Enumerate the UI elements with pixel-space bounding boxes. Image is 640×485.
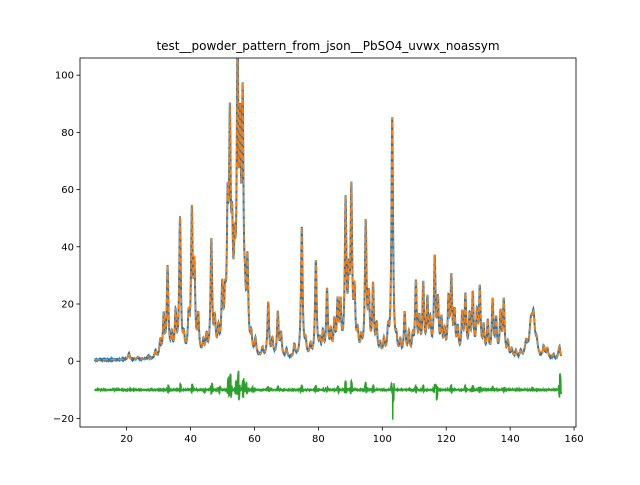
x-tick-label: 140 (501, 434, 520, 445)
y-tick-label: 0 (68, 357, 74, 368)
y-tick-label: 20 (61, 300, 74, 311)
x-tick-label: 120 (437, 434, 456, 445)
x-tick-label: 80 (312, 434, 325, 445)
x-tick-label: 60 (248, 434, 261, 445)
chart-title: test__powder_pattern_from_json__PbSO4_uv… (156, 39, 499, 53)
y-tick-label: 40 (61, 242, 74, 253)
y-tick-label: 60 (61, 185, 74, 196)
y-tick-label: −20 (53, 414, 74, 425)
series-calculated-line (94, 58, 563, 361)
x-tick-label: 20 (120, 434, 133, 445)
y-tick-label: 100 (55, 71, 74, 82)
x-tick-label: 160 (565, 434, 584, 445)
plot-frame (79, 57, 577, 428)
series-difference-line (94, 370, 563, 420)
series-layer (93, 58, 563, 420)
x-tick-label: 100 (373, 434, 392, 445)
y-tick-label: 80 (61, 128, 74, 139)
axes-layer: 20 40 60 80 100 120 140 160 −20 0 20 40 60 80 100 (53, 57, 584, 445)
x-tick-label: 40 (184, 434, 197, 445)
